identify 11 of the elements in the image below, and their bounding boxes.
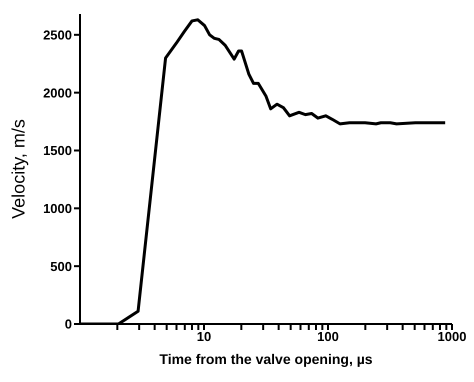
y-tick-label: 2500 — [43, 27, 72, 42]
y-axis-title: Velocity, m/s — [8, 119, 28, 219]
y-tick-label: 2000 — [43, 85, 72, 100]
x-axis-title: Time from the valve opening, µs — [159, 351, 373, 367]
y-tick-label: 1000 — [43, 200, 72, 216]
x-tick-label: 10 — [196, 329, 212, 344]
y-tick-label: 0 — [64, 316, 72, 332]
x-tick-label: 100 — [317, 329, 339, 344]
y-tick-label: 1500 — [43, 143, 72, 158]
x-tick-label: 1000 — [438, 329, 466, 344]
y-tick-label: 500 — [50, 258, 72, 274]
